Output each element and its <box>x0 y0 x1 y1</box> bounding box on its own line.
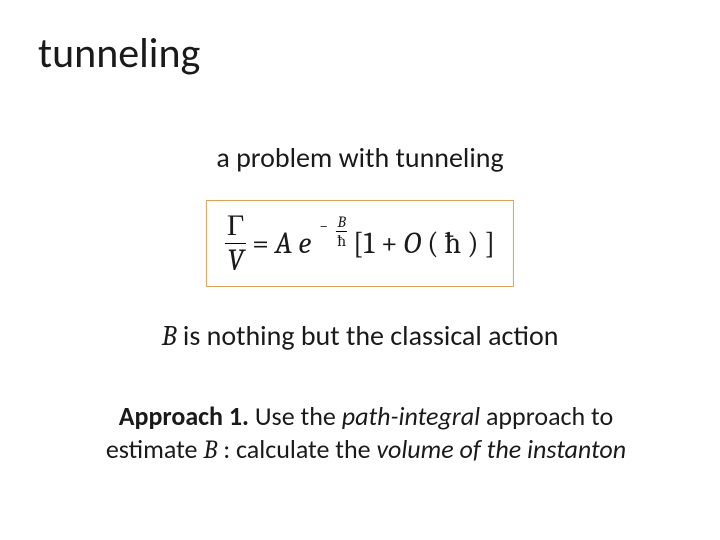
approach-B: B <box>203 435 217 465</box>
equation-box: Γ V = A e − B ħ [1 + O ( ħ ) ] <box>206 200 514 287</box>
paren-close: ) <box>467 229 478 259</box>
slide: tunneling a problem with tunneling Γ V =… <box>0 0 720 540</box>
classical-action-line: B is nothing but the classical action <box>0 318 720 353</box>
slide-title: tunneling <box>38 28 200 79</box>
V: V <box>225 243 246 276</box>
classical-action-text: is nothing but the classical action <box>177 318 559 353</box>
symbol-B: B <box>162 320 177 352</box>
exp-minus: − <box>319 218 328 234</box>
fraction-gamma-over-v: Γ V <box>225 211 246 276</box>
gamma: Γ <box>225 211 246 243</box>
exp-B: B <box>336 214 347 231</box>
approach-paragraph: Approach 1. Use the path-integral approa… <box>72 400 660 466</box>
slide-subtitle: a problem with tunneling <box>0 140 720 175</box>
exp-hbar: ħ <box>336 231 347 249</box>
approach-path-integral: path-integral <box>342 400 480 432</box>
exponent-fraction: B ħ <box>336 214 347 249</box>
bracket-close: ] <box>485 229 496 259</box>
approach-t3: : calculate the <box>217 433 376 465</box>
paren-open: ( <box>427 229 438 259</box>
big-O: O <box>404 229 421 259</box>
approach-volume-instanton: volume of the instanton <box>377 433 627 465</box>
hbar: ħ <box>445 229 462 259</box>
approach-lead: Approach 1. <box>119 400 249 432</box>
approach-t1: Use the <box>249 400 342 432</box>
e: e <box>298 229 311 259</box>
equals: = <box>252 229 269 259</box>
bracket-open: [1 + <box>353 229 398 259</box>
coef-A: A <box>275 229 292 259</box>
